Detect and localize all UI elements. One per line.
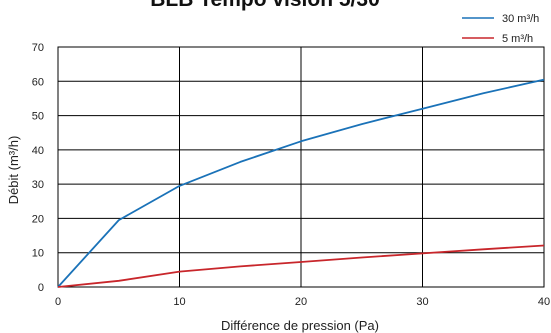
legend-label: 5 m³/h xyxy=(502,33,533,45)
x-tick-label: 20 xyxy=(295,296,307,308)
chart-title: BLB Tempo vision 5/30 xyxy=(150,0,380,11)
x-tick-label: 10 xyxy=(173,296,185,308)
series-line-1 xyxy=(57,244,545,288)
legend-label: 30 m³/h xyxy=(502,13,539,25)
y-tick-label: 50 xyxy=(32,111,44,123)
y-tick-label: 60 xyxy=(32,76,44,88)
y-tick-labels: 0 10 20 30 40 50 60 70 xyxy=(32,42,44,294)
y-tick-label: 10 xyxy=(32,248,44,260)
series-layer xyxy=(57,78,545,288)
y-tick-label: 20 xyxy=(32,213,44,225)
y-tick-label: 40 xyxy=(32,145,44,157)
x-tick-label: 0 xyxy=(55,296,61,308)
y-tick-label: 70 xyxy=(32,42,44,54)
plot-frame xyxy=(57,46,545,288)
legend: 30 m³/h 5 m³/h xyxy=(462,13,539,45)
x-axis-label: Différence de pression (Pa) xyxy=(221,318,379,333)
x-tick-label: 30 xyxy=(416,296,428,308)
y-axis-label: Débit (m³/h) xyxy=(6,136,21,205)
x-tick-label: 40 xyxy=(538,296,550,308)
y-tick-label: 0 xyxy=(38,282,44,294)
y-tick-label: 30 xyxy=(32,179,44,191)
series-line-0 xyxy=(57,78,545,288)
grid xyxy=(57,46,545,288)
x-tick-labels: 0 10 20 30 40 xyxy=(55,296,550,308)
